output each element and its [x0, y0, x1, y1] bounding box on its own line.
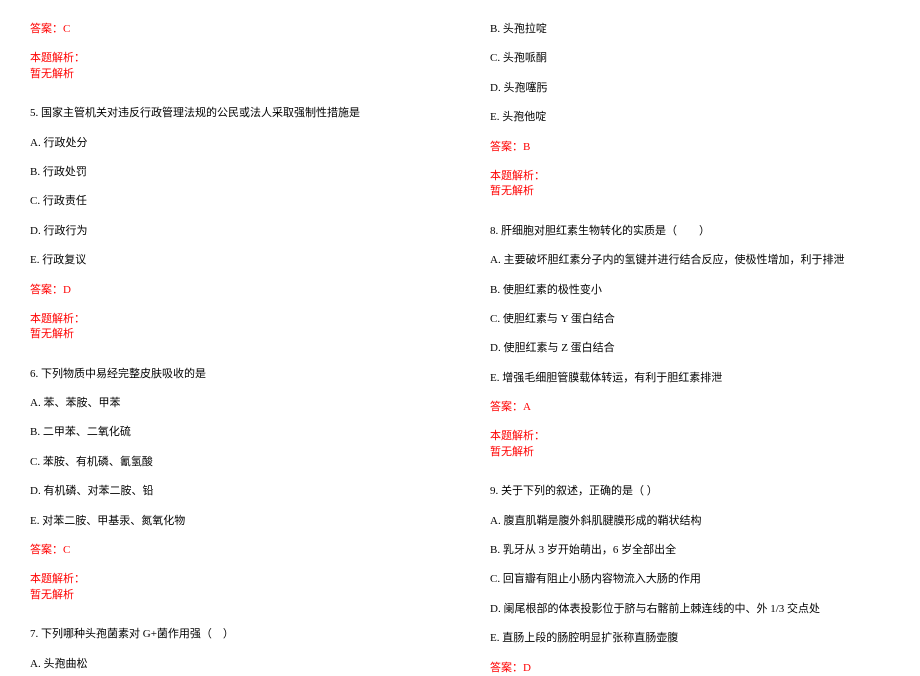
- option-d: D. 头孢噻肟: [490, 81, 890, 96]
- no-analysis: 暂无解析: [30, 588, 430, 603]
- question-stem: 8. 肝细胞对胆红素生物转化的实质是（ ）: [490, 224, 890, 239]
- option-c: C. 行政责任: [30, 194, 430, 209]
- option-b: B. 使胆红素的极性变小: [490, 283, 890, 298]
- option-e: E. 增强毛细胆管膜载体转运，有利于胆红素排泄: [490, 371, 890, 386]
- option-d: D. 阑尾根部的体表投影位于脐与右髂前上棘连线的中、外 1/3 交点处: [490, 602, 890, 617]
- option-e: E. 直肠上段的肠腔明显扩张称直肠壶腹: [490, 631, 890, 646]
- option-d: D. 使胆红素与 Z 蛋白结合: [490, 341, 890, 356]
- analysis-label: 本题解析：: [30, 572, 430, 587]
- option-a: A. 苯、苯胺、甲苯: [30, 396, 430, 411]
- no-analysis: 暂无解析: [30, 327, 430, 342]
- option-c: C. 头孢哌酮: [490, 51, 890, 66]
- analysis-label: 本题解析：: [30, 51, 430, 66]
- analysis-block: 本题解析： 暂无解析: [30, 312, 430, 343]
- option-c: C. 苯胺、有机磷、氰氢酸: [30, 455, 430, 470]
- left-column: 答案：C 本题解析： 暂无解析 5. 国家主管机关对违反行政管理法规的公民或法人…: [30, 22, 460, 641]
- option-e: E. 行政复议: [30, 253, 430, 268]
- option-a: A. 主要破坏胆红素分子内的氢键并进行结合反应，使极性增加，利于排泄: [490, 253, 890, 268]
- option-b: B. 头孢拉啶: [490, 22, 890, 37]
- option-e: E. 对苯二胺、甲基汞、氮氧化物: [30, 514, 430, 529]
- option-a: A. 腹直肌鞘是腹外斜肌腱膜形成的鞘状结构: [490, 514, 890, 529]
- right-column: B. 头孢拉啶 C. 头孢哌酮 D. 头孢噻肟 E. 头孢他啶 答案：B 本题解…: [460, 22, 890, 641]
- no-analysis: 暂无解析: [490, 184, 890, 199]
- analysis-block: 本题解析： 暂无解析: [490, 429, 890, 460]
- answer-text: 答案：D: [490, 661, 890, 676]
- analysis-label: 本题解析：: [490, 169, 890, 184]
- analysis-block: 本题解析： 暂无解析: [30, 51, 430, 82]
- option-b: B. 乳牙从 3 岁开始萌出，6 岁全部出全: [490, 543, 890, 558]
- option-a: A. 头孢曲松: [30, 657, 430, 672]
- question-stem: 7. 下列哪种头孢菌素对 G+菌作用强（ ）: [30, 627, 430, 642]
- answer-text: 答案：C: [30, 543, 430, 558]
- answer-text: 答案：A: [490, 400, 890, 415]
- answer-text: 答案：B: [490, 140, 890, 155]
- analysis-block: 本题解析： 暂无解析: [30, 572, 430, 603]
- answer-text: 答案：D: [30, 283, 430, 298]
- option-a: A. 行政处分: [30, 136, 430, 151]
- option-c: C. 使胆红素与 Y 蛋白结合: [490, 312, 890, 327]
- question-stem: 6. 下列物质中易经完整皮肤吸收的是: [30, 367, 430, 382]
- answer-text: 答案：C: [30, 22, 430, 37]
- question-stem: 5. 国家主管机关对违反行政管理法规的公民或法人采取强制性措施是: [30, 106, 430, 121]
- question-stem: 9. 关于下列的叙述，正确的是（ ）: [490, 484, 890, 499]
- option-b: B. 二甲苯、二氧化硫: [30, 425, 430, 440]
- analysis-block: 本题解析： 暂无解析: [490, 169, 890, 200]
- analysis-label: 本题解析：: [30, 312, 430, 327]
- option-b: B. 行政处罚: [30, 165, 430, 180]
- option-e: E. 头孢他啶: [490, 110, 890, 125]
- option-d: D. 有机磷、对苯二胺、铅: [30, 484, 430, 499]
- exam-page: 答案：C 本题解析： 暂无解析 5. 国家主管机关对违反行政管理法规的公民或法人…: [0, 0, 920, 651]
- no-analysis: 暂无解析: [30, 67, 430, 82]
- option-d: D. 行政行为: [30, 224, 430, 239]
- option-c: C. 回盲瓣有阻止小肠内容物流入大肠的作用: [490, 572, 890, 587]
- analysis-label: 本题解析：: [490, 429, 890, 444]
- no-analysis: 暂无解析: [490, 445, 890, 460]
